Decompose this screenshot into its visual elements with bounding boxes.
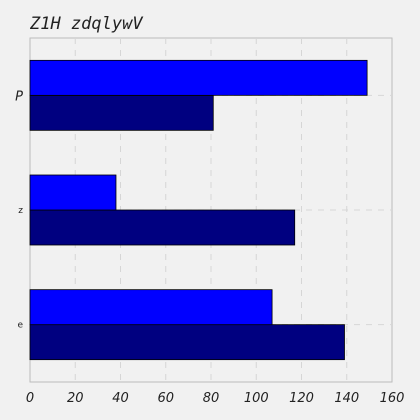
y-tick-label: P <box>15 89 23 104</box>
bar <box>29 174 117 211</box>
y-tick-label: z <box>18 206 23 216</box>
y-axis-ticks: e z P <box>15 89 23 330</box>
bar <box>29 209 296 246</box>
x-tick-label: 20 <box>67 391 84 406</box>
x-tick-label: 80 <box>203 391 220 406</box>
x-tick-label: 40 <box>112 391 129 406</box>
bar <box>29 94 214 131</box>
chart-title: Z1H zdqlywV <box>29 14 143 34</box>
bars <box>29 59 368 361</box>
x-tick-label: 160 <box>380 391 405 406</box>
x-tick-label: 60 <box>157 391 174 406</box>
bar <box>29 289 273 326</box>
x-tick-label: 0 <box>26 391 34 406</box>
x-tick-label: 120 <box>289 391 314 406</box>
bar <box>29 324 345 361</box>
x-axis-ticks: 0 20 40 60 80 100 120 140 160 <box>26 391 405 406</box>
bar <box>29 59 368 96</box>
x-tick-label: 100 <box>244 391 269 406</box>
y-tick-label: e <box>17 321 23 331</box>
x-tick-label: 140 <box>334 391 359 406</box>
